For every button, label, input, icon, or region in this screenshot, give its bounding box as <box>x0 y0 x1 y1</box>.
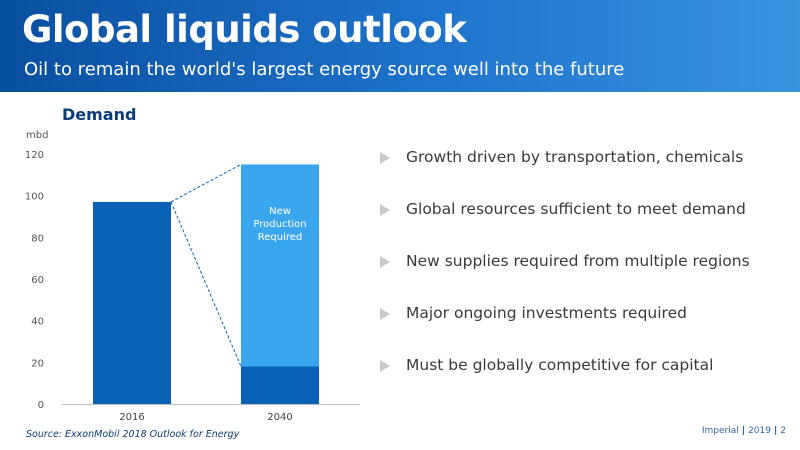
x-tick-label: 2040 <box>267 412 292 423</box>
footer-brand: Imperial <box>701 426 739 436</box>
bar-2040-seg0 <box>241 366 319 404</box>
y-tick-label: 60 <box>31 275 44 286</box>
header-banner: Global liquids outlook Oil to remain the… <box>0 0 800 92</box>
y-tick-label: 100 <box>25 192 44 203</box>
footer: Imperial | 2019 | 2 <box>702 426 786 436</box>
bullet-text: Global resources sufficient to meet dema… <box>406 200 746 218</box>
annotation-line: Production <box>253 219 306 230</box>
bullet-list: Growth driven by transportation, chemica… <box>378 144 788 404</box>
connector-dashed-bottom <box>170 201 242 367</box>
bullet-text: New supplies required from multiple regi… <box>406 252 750 270</box>
y-axis-unit-label: mbd <box>26 130 48 141</box>
annotation-new-production-required: New Production Required <box>253 206 306 243</box>
triangle-bullet-icon <box>380 204 390 216</box>
bullet-item: New supplies required from multiple regi… <box>378 248 788 300</box>
bullet-item: Global resources sufficient to meet dema… <box>378 196 788 248</box>
x-tick-label: 2016 <box>119 412 144 423</box>
section-title: Demand <box>62 105 137 124</box>
triangle-bullet-icon <box>380 360 390 372</box>
bullet-item: Growth driven by transportation, chemica… <box>378 144 788 196</box>
page-number: 2 <box>780 426 786 436</box>
y-tick-label: 80 <box>31 233 44 244</box>
source-note: Source: ExxonMobil 2018 Outlook for Ener… <box>26 429 240 440</box>
connector-dashed-top <box>170 163 242 203</box>
bar-2016-seg0 <box>93 201 171 404</box>
y-tick-label: 20 <box>31 358 44 369</box>
y-tick-label: 40 <box>31 317 44 328</box>
triangle-bullet-icon <box>380 256 390 268</box>
bar-2040-seg1 <box>241 164 319 367</box>
bullet-item: Major ongoing investments required <box>378 300 788 352</box>
footer-separator: | <box>773 426 778 436</box>
y-tick-label: 0 <box>38 400 44 411</box>
annotation-line: Required <box>258 232 303 243</box>
triangle-bullet-icon <box>380 152 390 164</box>
bullet-item: Must be globally competitive for capital <box>378 352 788 404</box>
footer-separator: | <box>741 426 746 436</box>
triangle-bullet-icon <box>380 308 390 320</box>
bullet-text: Growth driven by transportation, chemica… <box>406 148 744 166</box>
y-tick-label: 120 <box>25 150 44 161</box>
slide-title: Global liquids outlook <box>22 8 467 51</box>
bullet-text: Must be globally competitive for capital <box>406 356 714 374</box>
slide-subtitle: Oil to remain the world's largest energy… <box>24 59 625 80</box>
bullet-text: Major ongoing investments required <box>406 304 687 322</box>
footer-year: 2019 <box>748 426 771 436</box>
annotation-line: New <box>269 206 291 217</box>
